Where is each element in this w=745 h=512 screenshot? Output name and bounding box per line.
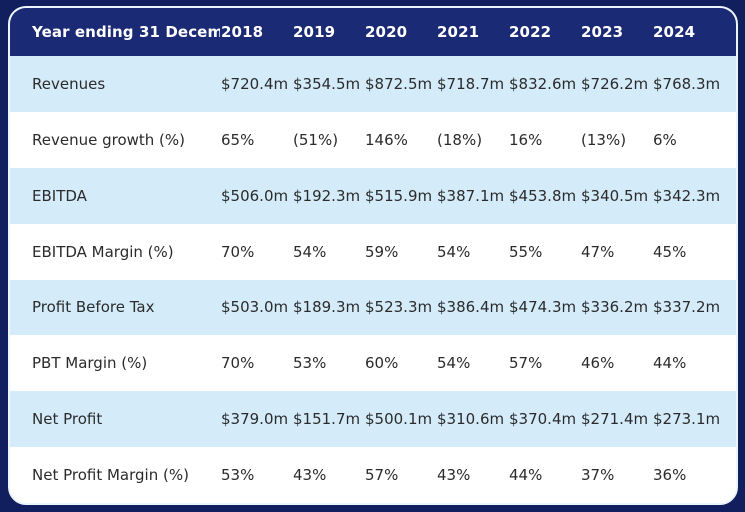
table-cell: $192.3m [292,167,364,224]
table-cell: 45% [652,223,736,280]
financial-table-card: Year ending 31 December 2018 2019 2020 2… [8,6,738,505]
table-cell: $354.5m [292,56,364,112]
row-label: Net Profit Margin (%) [10,447,220,503]
header-year-2022: 2022 [508,8,580,56]
financial-table: Year ending 31 December 2018 2019 2020 2… [10,8,736,503]
table-cell: $379.0m [220,391,292,448]
table-cell: (13%) [580,111,652,168]
table-cell: $151.7m [292,391,364,448]
table-cell: $340.5m [580,167,652,224]
table-cell: 53% [220,447,292,503]
table-cell: $506.0m [220,167,292,224]
table-cell: 55% [508,223,580,280]
table-cell: 43% [292,447,364,503]
table-cell: 44% [652,335,736,392]
table-cell: $387.1m [436,167,508,224]
table-cell: $503.0m [220,279,292,336]
row-label: EBITDA [10,167,220,224]
table-row-ebitda-margin: EBITDA Margin (%) 70% 54% 59% 54% 55% 47… [10,223,736,280]
table-cell: $337.2m [652,279,736,336]
table-cell: 57% [364,447,436,503]
table-cell: 60% [364,335,436,392]
table-row-profit-before-tax: Profit Before Tax $503.0m $189.3m $523.3… [10,279,736,336]
table-cell: 43% [436,447,508,503]
row-label: Revenue growth (%) [10,111,220,168]
table-cell: $872.5m [364,56,436,112]
table-cell: $453.8m [508,167,580,224]
row-label: Profit Before Tax [10,279,220,336]
table-row-ebitda: EBITDA $506.0m $192.3m $515.9m $387.1m $… [10,167,736,224]
header-year-2020: 2020 [364,8,436,56]
table-cell: 146% [364,111,436,168]
row-label: Net Profit [10,391,220,448]
table-cell: $273.1m [652,391,736,448]
table-cell: $474.3m [508,279,580,336]
header-row: Year ending 31 December 2018 2019 2020 2… [10,8,736,56]
header-year-2023: 2023 [580,8,652,56]
row-label: PBT Margin (%) [10,335,220,392]
table-cell: $832.6m [508,56,580,112]
table-cell: $720.4m [220,56,292,112]
table-cell: 54% [436,223,508,280]
header-year-2021: 2021 [436,8,508,56]
table-cell: 53% [292,335,364,392]
table-cell: 6% [652,111,736,168]
table-cell: 59% [364,223,436,280]
table-cell: $768.3m [652,56,736,112]
table-cell: 44% [508,447,580,503]
row-label: EBITDA Margin (%) [10,223,220,280]
table-row-net-profit-margin: Net Profit Margin (%) 53% 43% 57% 43% 44… [10,447,736,503]
table-cell: 47% [580,223,652,280]
table-cell: $386.4m [436,279,508,336]
table-cell: $500.1m [364,391,436,448]
table-cell: (51%) [292,111,364,168]
table-row-revenues: Revenues $720.4m $354.5m $872.5m $718.7m… [10,56,736,112]
table-cell: $370.4m [508,391,580,448]
table-cell: $310.6m [436,391,508,448]
table-cell: (18%) [436,111,508,168]
table-cell: 16% [508,111,580,168]
table-cell: $523.3m [364,279,436,336]
table-cell: 70% [220,335,292,392]
table-cell: 54% [436,335,508,392]
table-cell: $718.7m [436,56,508,112]
table-cell: 37% [580,447,652,503]
table-cell: $726.2m [580,56,652,112]
table-row-net-profit: Net Profit $379.0m $151.7m $500.1m $310.… [10,391,736,448]
header-year-2024: 2024 [652,8,736,56]
table-cell: 70% [220,223,292,280]
row-label: Revenues [10,56,220,112]
table-cell: 57% [508,335,580,392]
table-cell: $515.9m [364,167,436,224]
table-cell: 65% [220,111,292,168]
table-cell: $271.4m [580,391,652,448]
header-year-2019: 2019 [292,8,364,56]
table-row-revenue-growth: Revenue growth (%) 65% (51%) 146% (18%) … [10,111,736,168]
table-cell: 36% [652,447,736,503]
table-cell: 54% [292,223,364,280]
table-cell: $336.2m [580,279,652,336]
table-row-pbt-margin: PBT Margin (%) 70% 53% 60% 54% 57% 46% 4… [10,335,736,392]
table-cell: $189.3m [292,279,364,336]
header-label: Year ending 31 December [10,8,220,56]
table-cell: 46% [580,335,652,392]
header-year-2018: 2018 [220,8,292,56]
table-cell: $342.3m [652,167,736,224]
